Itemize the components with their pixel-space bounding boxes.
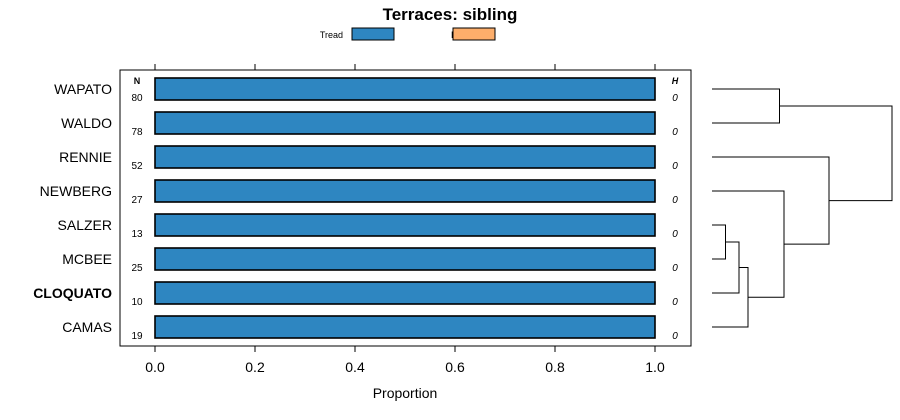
- category-label: SALZER: [58, 217, 112, 233]
- legend-swatch-riser: [452, 27, 496, 41]
- h-value: 0: [672, 229, 678, 240]
- bar-tread: [154, 145, 656, 169]
- h-value: 0: [672, 127, 678, 138]
- x-tick-label: 0.4: [345, 359, 365, 375]
- h-value: 0: [672, 195, 678, 206]
- x-tick-label: 0.2: [245, 359, 265, 375]
- category-label: MCBEE: [62, 251, 112, 267]
- category-label: WAPATO: [54, 81, 112, 97]
- h-header: H: [672, 76, 679, 86]
- category-label: WALDO: [61, 115, 112, 131]
- h-value: 0: [672, 161, 678, 172]
- bar-tread: [154, 315, 656, 339]
- category-label: RENNIE: [59, 149, 112, 165]
- bar-tread: [154, 111, 656, 135]
- dendrogram-branch: [712, 267, 749, 328]
- bar-tread: [154, 179, 656, 203]
- dendrogram-branch: [779, 105, 893, 202]
- n-value: 19: [131, 331, 143, 342]
- n-value: 10: [131, 297, 143, 308]
- bar-tread: [154, 281, 656, 305]
- x-tick-label: 1.0: [645, 359, 665, 375]
- h-value: 0: [672, 331, 678, 342]
- h-value: 0: [672, 263, 678, 274]
- category-label: CLOQUATO: [33, 285, 112, 301]
- n-value: 27: [131, 195, 143, 206]
- dendrogram-branch: [712, 156, 830, 245]
- bar-tread: [154, 77, 656, 101]
- h-value: 0: [672, 93, 678, 104]
- dendrogram-branch: [712, 88, 780, 124]
- x-tick-label: 0.8: [545, 359, 565, 375]
- n-value: 80: [131, 93, 143, 104]
- category-label: CAMAS: [62, 319, 112, 335]
- category-label: NEWBERG: [40, 183, 112, 199]
- x-tick-label: 0.6: [445, 359, 465, 375]
- n-value: 52: [131, 161, 143, 172]
- dendrogram: [712, 88, 893, 328]
- chart-title: Terraces: sibling: [383, 5, 518, 24]
- n-value: 13: [131, 229, 143, 240]
- plot-frame: [119, 69, 692, 347]
- h-value: 0: [672, 297, 678, 308]
- x-tick-label: 0.0: [145, 359, 165, 375]
- n-header: N: [134, 76, 141, 86]
- legend: TreadRiser: [320, 27, 496, 41]
- legend-label-tread: Tread: [320, 30, 343, 40]
- bar-tread: [154, 213, 656, 237]
- dendrogram-branch: [712, 224, 726, 260]
- n-value: 78: [131, 127, 143, 138]
- n-value: 25: [131, 263, 143, 274]
- x-axis-label: Proportion: [373, 385, 438, 401]
- bar-group: WAPATO 80 0 WALDO 78 0 RENNIE 52 0 NEWBERG 27 0 SALZ…: [33, 77, 678, 342]
- x-axis: 0.0 0.2 0.4 0.6 0.8 1.0: [145, 64, 665, 375]
- bar-tread: [154, 247, 656, 271]
- legend-swatch-tread: [351, 27, 395, 41]
